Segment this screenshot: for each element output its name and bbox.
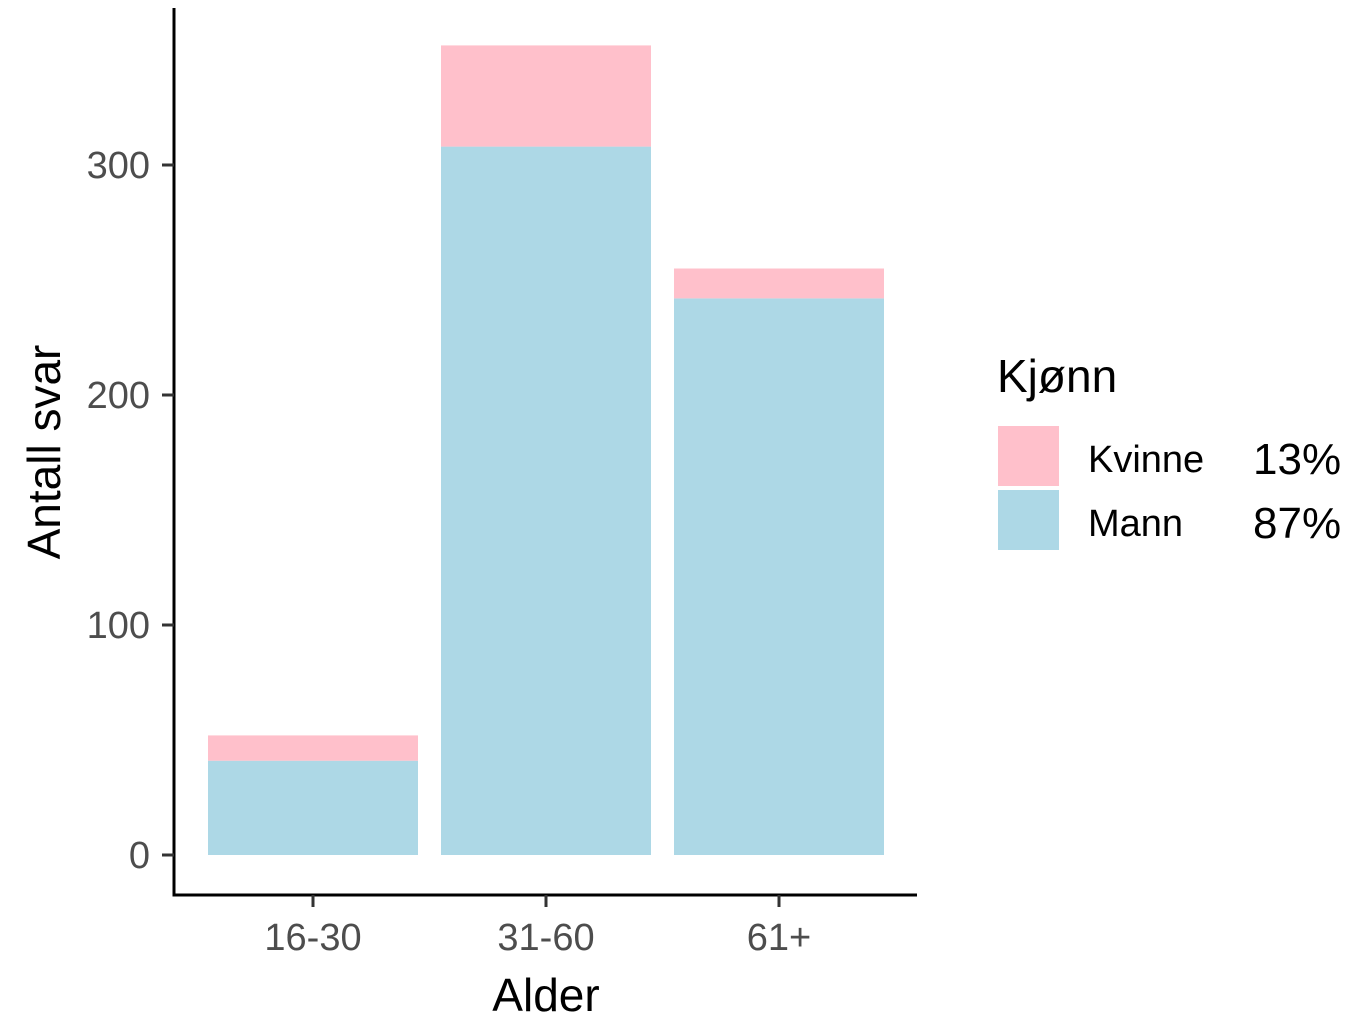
bar-kvinne-61+ [674,268,884,299]
x-axis-title: Alder [492,969,599,1018]
bar-mann-16-30 [208,760,418,855]
x-tick-label: 61+ [747,917,811,959]
legend-label-kvinne: Kvinne [1088,439,1204,481]
bar-mann-61+ [674,298,884,855]
legend-items: Kvinne 13% Mann 87% [998,426,1341,550]
y-tick-label: 100 [87,605,150,647]
bars-group [208,45,884,856]
legend-title: Kjønn [997,350,1117,402]
legend-swatch-mann [998,490,1059,550]
y-tick-label: 200 [87,375,150,417]
y-tick-label: 300 [87,145,150,187]
legend-label-mann: Mann [1088,503,1183,545]
y-tick-label: 0 [129,835,150,877]
x-tick-label: 31-60 [497,917,594,959]
bar-kvinne-16-30 [208,735,418,761]
bar-mann-31-60 [441,146,651,856]
y-ticks-group: 0 100 200 300 [87,145,174,877]
legend-percent-mann: 87% [1253,499,1341,548]
y-axis-title: Antall svar [18,345,70,560]
legend-percent-kvinne: 13% [1253,435,1341,484]
x-tick-label: 16-30 [264,917,361,959]
x-ticks-group: 16-30 31-60 61+ [264,895,811,959]
legend-swatch-kvinne [998,426,1059,486]
bar-kvinne-31-60 [441,45,651,147]
legend: Kjønn Kvinne 13% Mann 87% [997,350,1341,550]
